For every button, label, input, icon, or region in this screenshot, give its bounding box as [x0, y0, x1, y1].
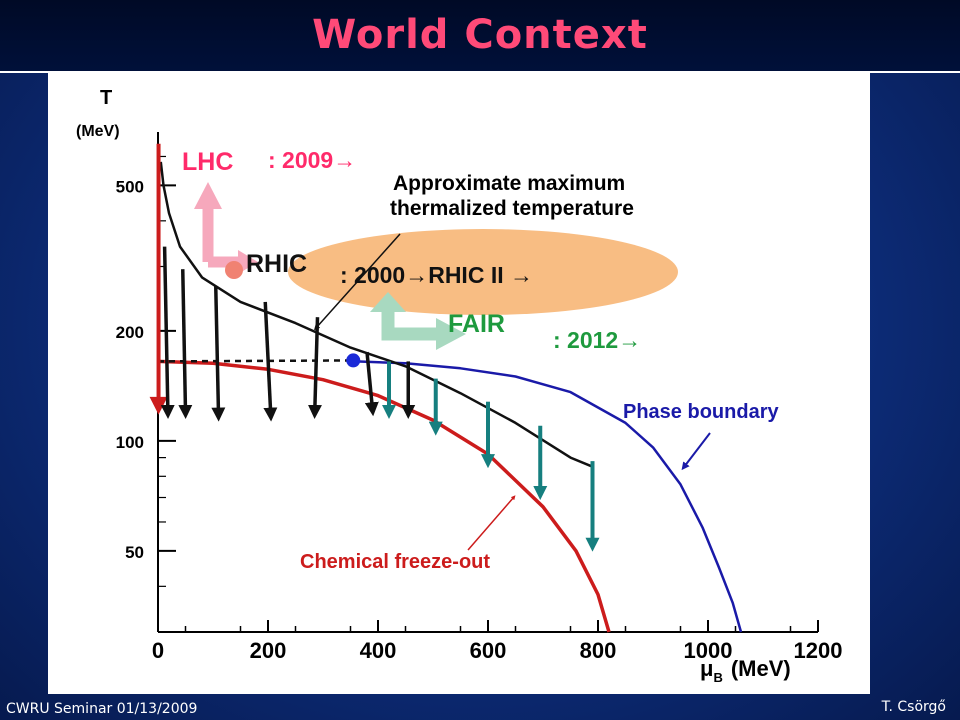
freeze-out-curve: [157, 359, 611, 633]
cooling-arrow: [364, 351, 379, 417]
phase-boundary-pointer: [681, 432, 711, 471]
lhc-label: LHC: [182, 148, 233, 176]
x-tick-label: 1000: [684, 638, 733, 663]
fair-arrow: [381, 310, 438, 341]
thermalized-curve: [159, 161, 593, 468]
slide-title: World Context: [312, 12, 648, 58]
x-tick-label: 200: [250, 638, 287, 663]
lhc-red-arrowhead: [149, 396, 168, 415]
fair-year: : 2012→: [553, 327, 641, 353]
x-axis-label: μB (MeV): [700, 656, 791, 685]
y-tick-label: 500: [116, 177, 144, 196]
footer-seminar: CWRU Seminar 01/13/2009: [6, 701, 198, 717]
x-tick-label: 1200: [794, 638, 843, 663]
x-tick-label: 600: [470, 638, 507, 663]
phase-diagram-chart: 0 200 400 600 800 1000 1200 500 200 100 50 T (MeV…: [76, 87, 843, 685]
lhc-arrow-head-up: [194, 182, 222, 209]
x-tick-label: 0: [152, 638, 164, 663]
lhc-arrow: [202, 207, 243, 268]
cooling-arrow: [263, 301, 278, 422]
rhic-label: RHIC: [246, 250, 307, 278]
y-tick-label: 50: [125, 543, 144, 562]
chart-panel: 0 200 400 600 800 1000 1200 500 200 100 50 T (MeV…: [48, 72, 870, 694]
freeze-out-pointer: [467, 495, 516, 551]
y-axis-label-t: T: [100, 87, 112, 109]
lhc-arrow-head-right: [238, 250, 258, 274]
y-axis-label-unit: (MeV): [76, 123, 120, 140]
title-bar: [0, 0, 960, 72]
cooling-arrow: [178, 269, 193, 419]
phase-boundary-label: Phase boundary: [623, 401, 779, 423]
fair-arrow-head-right: [436, 318, 466, 350]
y-tick-label: 200: [116, 323, 144, 342]
thermalized-label-line2: thermalized temperature: [390, 197, 634, 220]
thermalized-label-line1: Approximate maximum: [393, 172, 625, 195]
cooling-arrow: [160, 246, 175, 419]
cooling-arrow: [307, 317, 322, 419]
critical-point: [346, 353, 361, 368]
x-tick-label: 400: [360, 638, 397, 663]
thermalized-pointer: [314, 233, 401, 331]
freeze-out-label: Chemical freeze-out: [300, 551, 490, 573]
footer-author: T. Csörgő: [881, 699, 946, 715]
lhc-year: : 2009→: [268, 147, 356, 173]
cooling-arrow: [211, 286, 226, 422]
fair-arrow-head-up: [370, 292, 406, 312]
rhic-year: : 2000→RHIC II →: [340, 262, 533, 288]
fair-label: FAIR: [448, 310, 505, 338]
lhc-point: [225, 261, 243, 279]
x-tick-label: 800: [580, 638, 617, 663]
phase-boundary-curve: [355, 360, 743, 633]
y-tick-label: 100: [116, 433, 144, 452]
